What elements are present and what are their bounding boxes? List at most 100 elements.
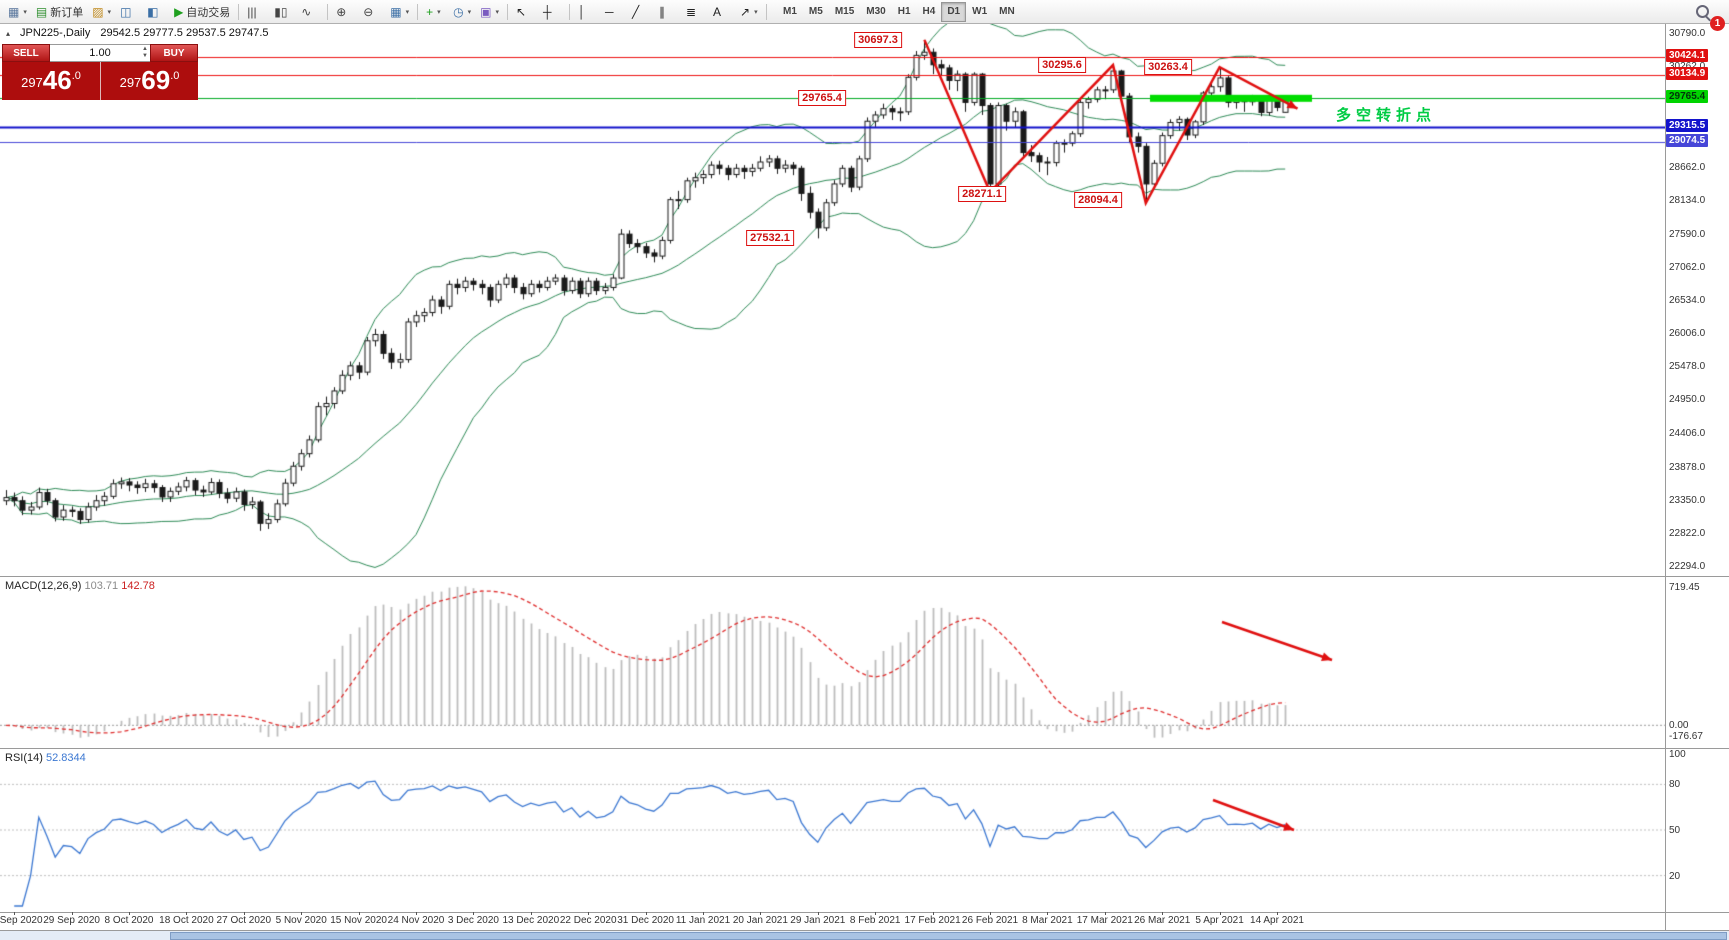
- date-axis-label: 26 Feb 2021: [961, 915, 1019, 926]
- search-icon[interactable]: [1696, 5, 1709, 18]
- rsi-indicator-panel[interactable]: [0, 748, 1665, 912]
- date-tick: [818, 912, 819, 915]
- buy-button[interactable]: BUY: [150, 44, 198, 62]
- date-tick: [990, 912, 991, 915]
- timeframe-m5[interactable]: M5: [808, 6, 823, 17]
- channel-icon[interactable]: ∥: [655, 1, 681, 23]
- sell-price-digits: 46: [42, 65, 72, 95]
- date-tick: [703, 912, 704, 915]
- crosshair-icon[interactable]: ┼: [539, 1, 565, 23]
- date-tick: [1162, 912, 1163, 915]
- price-annotation[interactable]: 30697.3: [854, 32, 902, 48]
- timeframe-m15[interactable]: M15: [834, 6, 855, 17]
- date-tick: [129, 912, 130, 915]
- market-watch-icon[interactable]: ◫: [116, 1, 142, 23]
- chart-profiles-icon[interactable]: ▨ ▾: [88, 1, 115, 23]
- horizontal-scrollbar[interactable]: [0, 930, 1729, 940]
- trendline-icon[interactable]: ╱: [628, 1, 654, 23]
- navigator-icon[interactable]: ◧: [143, 1, 169, 23]
- macd-main-value: 103.71: [84, 580, 119, 592]
- price-axis-label: 23350.0: [1669, 494, 1706, 506]
- line-chart-icon[interactable]: ∿: [297, 1, 323, 23]
- date-axis-label: 5 Nov 2020: [275, 915, 327, 926]
- dropdown-caret-icon[interactable]: ▾: [107, 8, 112, 16]
- timeframe-h1[interactable]: H1: [897, 6, 911, 17]
- timeframe-m30[interactable]: M30: [866, 6, 886, 17]
- panel-separator[interactable]: [0, 748, 1729, 749]
- volume-input[interactable]: 1.00 ▲ ▼: [50, 44, 150, 62]
- candle-chart-icon: ▮▯: [274, 4, 288, 19]
- fibonacci-icon[interactable]: ≣: [682, 1, 708, 23]
- new-order-button[interactable]: ▤ 新订单: [32, 1, 87, 23]
- price-annotation[interactable]: 28271.1: [958, 186, 1006, 202]
- date-tick: [1105, 912, 1106, 915]
- toolbar-separator: [417, 3, 419, 20]
- dropdown-caret-icon[interactable]: ▾: [405, 8, 410, 16]
- price-annotation[interactable]: 28094.4: [1074, 192, 1122, 208]
- price-annotation[interactable]: 29765.4: [798, 90, 846, 106]
- arrows-tool-icon[interactable]: ↗ ▾: [736, 1, 762, 23]
- price-axis-label: 30790.0: [1669, 28, 1706, 40]
- sell-price-display[interactable]: 297 46.0: [2, 62, 100, 100]
- rsi-axis-label: 20: [1669, 870, 1681, 882]
- bar-chart-icon[interactable]: |||: [243, 1, 269, 23]
- price-annotation[interactable]: 27532.1: [746, 230, 794, 246]
- indicators-add-icon[interactable]: + ▾: [422, 1, 448, 23]
- arrows-tool-icon: ↗: [740, 4, 751, 19]
- text-tool-icon[interactable]: A: [709, 1, 735, 23]
- date-tick: [72, 912, 73, 915]
- buy-price-display[interactable]: 297 69.0: [100, 62, 198, 100]
- collapse-triangle-icon[interactable]: ▴: [6, 28, 11, 38]
- date-axis-label: 11 Jan 2021: [675, 915, 731, 926]
- dropdown-caret-icon[interactable]: ▾: [467, 8, 472, 16]
- ohlc-values: 29542.5 29777.5 29537.5 29747.5: [100, 27, 269, 39]
- spin-up-icon[interactable]: ▲: [142, 46, 148, 52]
- cursor-icon[interactable]: ↖: [512, 1, 538, 23]
- macd-indicator-panel[interactable]: [0, 576, 1665, 748]
- zoom-out-icon: ⊖: [363, 4, 374, 19]
- dropdown-caret-icon[interactable]: ▾: [23, 8, 27, 16]
- turning-point-note[interactable]: 多空转折点: [1336, 107, 1437, 124]
- horizontal-scrollbar-thumb[interactable]: [170, 932, 1727, 940]
- candle-chart-icon[interactable]: ▮▯: [270, 1, 296, 23]
- timeframe-d1[interactable]: D1: [941, 1, 967, 22]
- date-axis-label: 20 Sep 2020: [0, 915, 43, 926]
- toolbar-separator: [507, 3, 509, 20]
- date-axis-label: 13 Dec 2020: [502, 915, 560, 926]
- period-clock-icon[interactable]: ◷ ▾: [449, 1, 475, 23]
- zoom-out-icon[interactable]: ⊖: [359, 1, 385, 23]
- auto-trading-button[interactable]: ▶ 自动交易: [170, 1, 234, 23]
- vline-icon[interactable]: │: [574, 1, 600, 23]
- price-annotation[interactable]: 30263.4: [1144, 59, 1192, 75]
- templates-icon[interactable]: ▣ ▾: [476, 1, 503, 23]
- price-annotation[interactable]: 30295.6: [1038, 57, 1086, 73]
- timeframe-mn[interactable]: MN: [999, 6, 1015, 17]
- timeframe-m1[interactable]: M1: [783, 6, 797, 17]
- auto-trading-button: ▶: [174, 4, 184, 19]
- zoom-in-icon[interactable]: ⊕: [332, 1, 358, 23]
- date-tick: [1047, 912, 1048, 915]
- dropdown-caret-icon[interactable]: ▾: [495, 8, 500, 16]
- panel-separator[interactable]: [0, 576, 1729, 577]
- chart-window-icon[interactable]: ▦ ▾: [4, 1, 31, 23]
- volume-stepper[interactable]: ▲ ▼: [142, 46, 148, 60]
- price-axis-label: 26534.0: [1669, 295, 1706, 306]
- hline-icon[interactable]: ─: [601, 1, 627, 23]
- toolbar-separator: [766, 3, 768, 20]
- date-tick: [588, 912, 589, 915]
- spin-down-icon[interactable]: ▼: [142, 53, 148, 59]
- dropdown-caret-icon[interactable]: ▾: [437, 8, 441, 16]
- timeframe-w1[interactable]: W1: [972, 6, 988, 17]
- main-price-chart[interactable]: [0, 24, 1665, 576]
- new-order-button: ▤: [35, 4, 48, 19]
- price-axis-label: 22822.0: [1669, 527, 1706, 539]
- notification-badge[interactable]: 1: [1710, 16, 1725, 31]
- fibonacci-icon: ≣: [686, 4, 697, 19]
- date-axis-label: 26 Mar 2021: [1134, 915, 1191, 926]
- dropdown-caret-icon[interactable]: ▾: [754, 8, 758, 16]
- date-axis-label: 17 Feb 2021: [904, 915, 961, 926]
- timeframe-h4[interactable]: H4: [922, 6, 936, 17]
- date-axis-label: 22 Dec 2020: [559, 915, 617, 926]
- tile-windows-icon[interactable]: ▦ ▾: [386, 1, 413, 23]
- sell-button[interactable]: SELL: [2, 44, 50, 62]
